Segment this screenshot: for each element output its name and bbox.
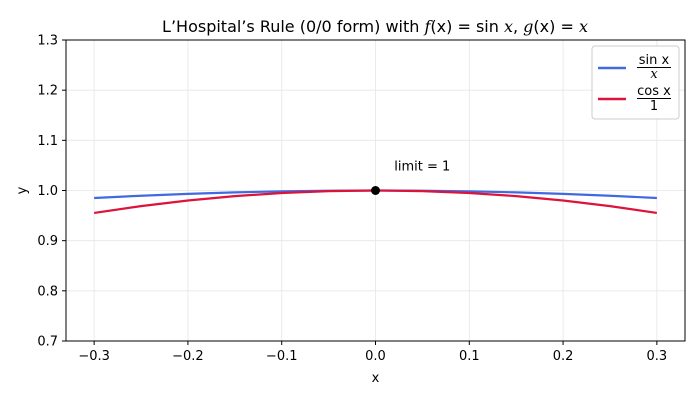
legend: sin x x cos x 1 xyxy=(591,45,680,120)
x-tick-label: 0.3 xyxy=(647,349,668,364)
chart-title: L’Hospital’s Rule (0/0 form) with f(x) =… xyxy=(162,17,588,36)
legend-denominator: x xyxy=(650,67,658,82)
limit-point-marker xyxy=(371,186,380,195)
y-tick-label: 0.8 xyxy=(37,284,58,299)
x-tick-label: −0.3 xyxy=(78,349,110,364)
x-tick-label: −0.2 xyxy=(172,349,204,364)
y-tick-label: 0.7 xyxy=(37,335,58,350)
title-f-var: x xyxy=(504,17,513,36)
title-g-arg: (x) = xyxy=(533,17,579,36)
x-tick-label: 0.1 xyxy=(459,349,480,364)
legend-entry-cosx-over-1: cos x 1 xyxy=(598,84,671,114)
y-axis-label: y xyxy=(15,186,30,194)
legend-numerator: cos x xyxy=(637,84,671,99)
legend-num-fn: cos x xyxy=(637,84,671,99)
limit-annotation: limit = 1 xyxy=(394,159,450,174)
x-tick-label: 0.2 xyxy=(553,349,574,364)
y-tick-label: 0.9 xyxy=(37,234,58,249)
y-tick-label: 1.2 xyxy=(37,84,58,99)
legend-entry-sinx-over-x: sin x x xyxy=(598,53,671,82)
legend-numerator: sin x xyxy=(639,53,670,68)
y-tick-label: 1.1 xyxy=(37,134,58,149)
x-axis-ticks: −0.3 −0.2 −0.1 0.0 0.1 0.2 0.3 xyxy=(78,341,667,364)
y-axis-ticks: 0.7 0.8 0.9 1.0 1.1 1.2 1.3 xyxy=(37,34,66,350)
y-tick-label: 1.0 xyxy=(37,184,58,199)
x-tick-label: −0.1 xyxy=(266,349,298,364)
title-f-name: f xyxy=(423,17,433,36)
title-sep: , xyxy=(513,17,523,36)
y-tick-label: 1.3 xyxy=(37,34,58,49)
marker-layer xyxy=(371,186,380,195)
legend-box xyxy=(591,45,680,120)
x-tick-label: 0.0 xyxy=(365,349,386,364)
title-text: L’Hospital’s Rule (0/0 form) with xyxy=(162,17,424,36)
title-g-var: x xyxy=(579,17,588,36)
x-axis-label: x xyxy=(372,371,380,386)
legend-denominator: 1 xyxy=(650,99,658,114)
title-f-arg: (x) = sin xyxy=(430,17,504,36)
title-g-name: g xyxy=(523,17,533,36)
legend-num-fn: sin x xyxy=(639,53,670,68)
